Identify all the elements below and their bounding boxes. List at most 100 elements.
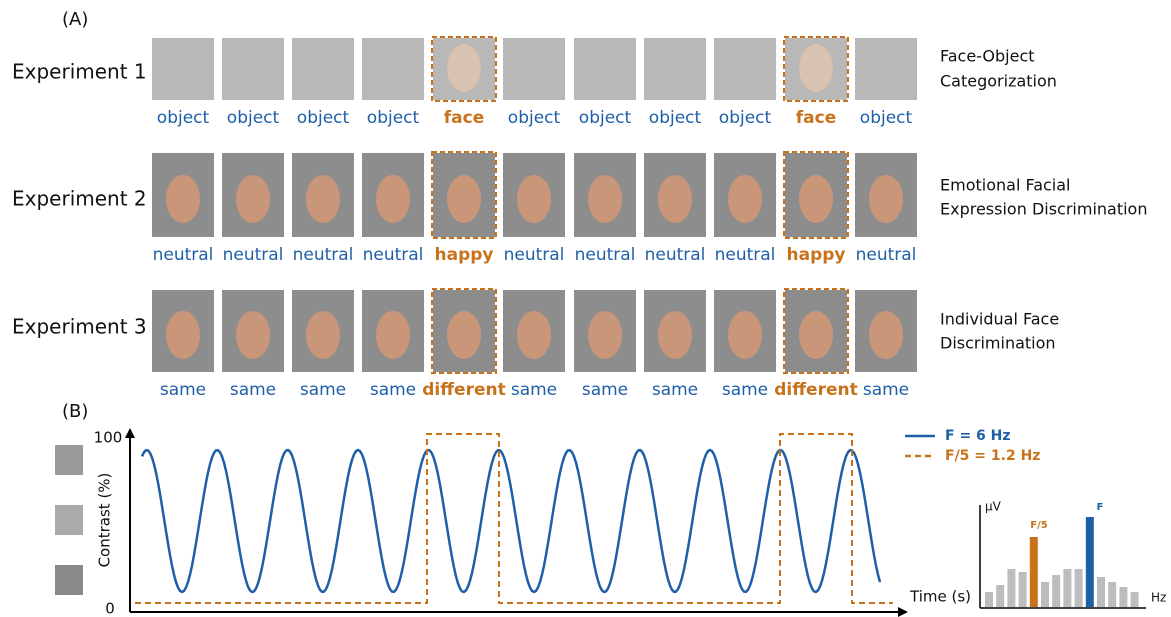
task-name: Emotional Facial <box>940 176 1071 195</box>
spectrum-y-label: μV <box>985 500 1002 514</box>
task-name: Individual Face <box>940 310 1059 329</box>
face-shape <box>166 311 200 359</box>
stimulus-label: same <box>652 380 698 400</box>
face-shape <box>728 175 762 223</box>
stimulus-label: neutral <box>504 245 565 265</box>
stimulus-label: same <box>160 380 206 400</box>
stimulus-label: neutral <box>715 245 776 265</box>
face-shape <box>517 175 551 223</box>
stimulus-label: neutral <box>223 245 284 265</box>
stimulus-label: happy <box>787 245 846 265</box>
face-shape <box>376 175 410 223</box>
face-shape <box>166 175 200 223</box>
spectrum-bar <box>985 592 993 607</box>
face-shape <box>799 175 833 223</box>
stimulus-label: different <box>422 380 505 400</box>
stimulus-image <box>362 38 424 100</box>
face-shape <box>306 175 340 223</box>
thumbnail <box>55 445 83 475</box>
stimulus-label: neutral <box>645 245 706 265</box>
task-name: Discrimination <box>940 334 1056 353</box>
stimulus-label: neutral <box>363 245 424 265</box>
spectrum-bar <box>1108 582 1116 607</box>
face-shape <box>869 311 903 359</box>
stimulus-image <box>855 38 917 100</box>
stimulus-image <box>644 38 706 100</box>
peak-label: F <box>1097 502 1104 513</box>
y-tick-label: 0 <box>105 600 115 617</box>
stimulus-label: same <box>582 380 628 400</box>
stimulus-label: object <box>157 108 210 128</box>
y-axis-label: Contrast (%) <box>96 473 114 568</box>
stimulus-image <box>222 38 284 100</box>
legend-label: F/5 = 1.2 Hz <box>945 448 1040 464</box>
stimulus-label: neutral <box>856 245 917 265</box>
stimulus-image <box>292 38 354 100</box>
spectrum-bar <box>1131 592 1139 607</box>
face-shape <box>588 311 622 359</box>
stimulus-label: object <box>579 108 632 128</box>
face-shape <box>869 175 903 223</box>
square-wave <box>135 434 893 603</box>
stimulus-label: same <box>370 380 416 400</box>
spectrum-bar <box>1097 577 1105 607</box>
y-tick-label: 100 <box>94 429 123 447</box>
task-name: Categorization <box>940 72 1057 91</box>
stimulus-label: face <box>796 108 836 128</box>
spectrum-bar <box>1052 575 1060 607</box>
stimulus-image <box>152 38 214 100</box>
spectrum-bar <box>1030 537 1038 607</box>
stimulus-label: object <box>860 108 913 128</box>
face-shape <box>376 311 410 359</box>
face-shape <box>728 311 762 359</box>
stimulus-label: object <box>508 108 561 128</box>
stimulus-label: happy <box>435 245 494 265</box>
face-shape <box>588 175 622 223</box>
spectrum-x-label: Hz <box>1151 591 1166 605</box>
face-shape <box>658 175 692 223</box>
stimulus-label: object <box>227 108 280 128</box>
stimulus-label: neutral <box>293 245 354 265</box>
stimulus-label: object <box>297 108 350 128</box>
task-name: Face-Object <box>940 47 1035 66</box>
stimulus-label: object <box>367 108 420 128</box>
stimulus-label: neutral <box>153 245 214 265</box>
thumbnail <box>55 505 83 535</box>
face-shape <box>799 311 833 359</box>
legend-label: F = 6 Hz <box>945 428 1011 444</box>
panel-label: (A) <box>62 9 88 30</box>
stimulus-label: same <box>300 380 346 400</box>
stimulus-label: face <box>444 108 484 128</box>
stimulus-label: object <box>719 108 772 128</box>
task-name: Expression Discrimination <box>940 200 1147 219</box>
face-shape <box>447 175 481 223</box>
spectrum-bar <box>1075 569 1083 607</box>
face-shape <box>799 44 833 92</box>
face-shape <box>447 311 481 359</box>
stimulus-image <box>574 38 636 100</box>
x-axis-label: Time (s) <box>909 588 971 606</box>
stimulus-image <box>503 38 565 100</box>
spectrum-bar <box>1041 582 1049 607</box>
stimulus-image <box>714 38 776 100</box>
face-shape <box>658 311 692 359</box>
peak-label: F/5 <box>1030 520 1047 531</box>
stimulus-label: different <box>774 380 857 400</box>
sine-wave <box>142 450 880 592</box>
experiment-name: Experiment 3 <box>12 315 147 339</box>
stimulus-label: same <box>863 380 909 400</box>
experiment-name: Experiment 1 <box>12 60 147 84</box>
stimulus-label: same <box>230 380 276 400</box>
arrow <box>125 428 135 438</box>
face-shape <box>236 175 270 223</box>
spectrum-bar <box>1086 517 1094 607</box>
arrow <box>898 607 908 617</box>
face-shape <box>306 311 340 359</box>
spectrum-bar <box>1007 569 1015 607</box>
figure: (A) (B) Experiment 1Face-ObjectCategoriz… <box>0 0 1171 617</box>
stimulus-label: object <box>649 108 702 128</box>
spectrum-bar <box>996 585 1004 607</box>
stimulus-label: same <box>722 380 768 400</box>
face-shape <box>447 44 481 92</box>
face-shape <box>236 311 270 359</box>
